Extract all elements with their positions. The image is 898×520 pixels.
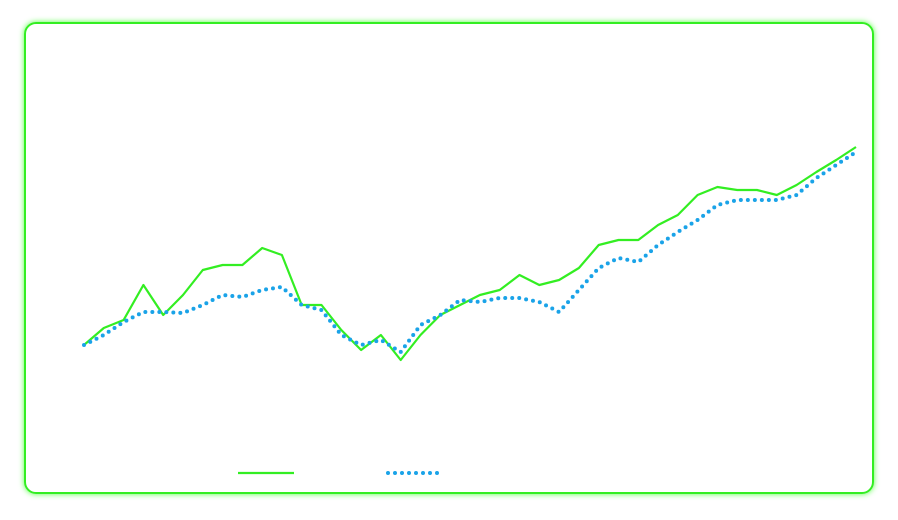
series-line <box>82 150 858 355</box>
chart-frame <box>24 22 874 494</box>
series-line <box>83 146 857 362</box>
